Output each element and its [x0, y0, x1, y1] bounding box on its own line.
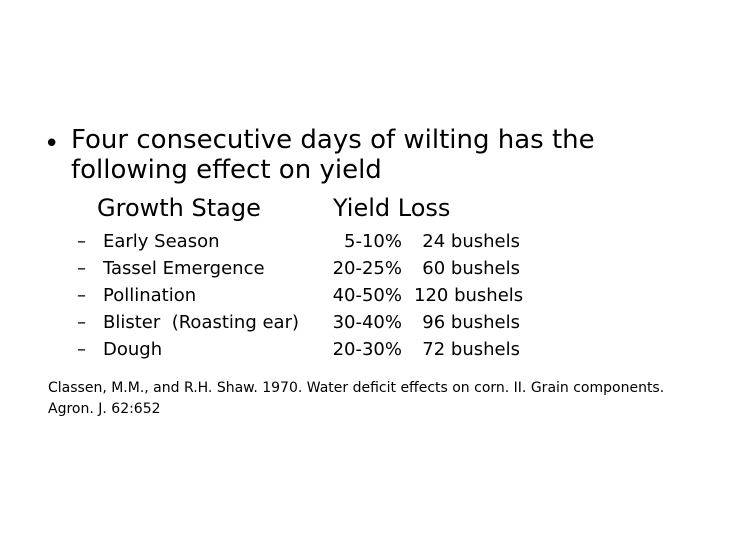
- bullet-text: Four consecutive days of wilting has the…: [71, 125, 595, 185]
- growth-stage: Pollination: [103, 285, 197, 306]
- citation: Classen, M.M., and R.H. Shaw. 1970. Wate…: [48, 380, 665, 417]
- yield-loss-bushels: 60 bushels: [422, 258, 520, 279]
- yield-loss-percent: 20-25%: [332, 258, 402, 279]
- yield-loss-percent: 5-10%: [344, 231, 402, 252]
- yield-loss-list: – Early Season 5-10% 24 bushels – Tassel…: [0, 231, 730, 366]
- growth-stage: Early Season: [103, 231, 220, 252]
- list-item: – Tassel Emergence 20-25% 60 bushels: [0, 258, 730, 285]
- dash-icon: –: [77, 231, 86, 252]
- yield-loss-bushels: 24 bushels: [422, 231, 520, 252]
- header-growth-stage: Growth Stage: [97, 194, 261, 222]
- yield-loss-bushels: 96 bushels: [422, 312, 520, 333]
- list-item: – Blister (Roasting ear) 30-40% 96 bushe…: [0, 312, 730, 339]
- growth-stage: Tassel Emergence: [103, 258, 265, 279]
- dash-icon: –: [77, 285, 86, 306]
- list-item: – Pollination 40-50% 120 bushels: [0, 285, 730, 312]
- list-item: – Dough 20-30% 72 bushels: [0, 339, 730, 366]
- dash-icon: –: [77, 312, 86, 333]
- yield-loss-bushels: 120 bushels: [414, 285, 524, 306]
- bullet-icon: •: [44, 129, 60, 159]
- yield-loss-bushels: 72 bushels: [422, 339, 520, 360]
- yield-loss-percent: 30-40%: [332, 312, 402, 333]
- list-item: – Early Season 5-10% 24 bushels: [0, 231, 730, 258]
- header-yield-loss: Yield Loss: [333, 194, 451, 222]
- yield-loss-percent: 40-50%: [332, 285, 402, 306]
- dash-icon: –: [77, 339, 86, 360]
- yield-loss-percent: 20-30%: [332, 339, 402, 360]
- growth-stage: Dough: [103, 339, 163, 360]
- dash-icon: –: [77, 258, 86, 279]
- growth-stage: Blister (Roasting ear): [103, 312, 299, 333]
